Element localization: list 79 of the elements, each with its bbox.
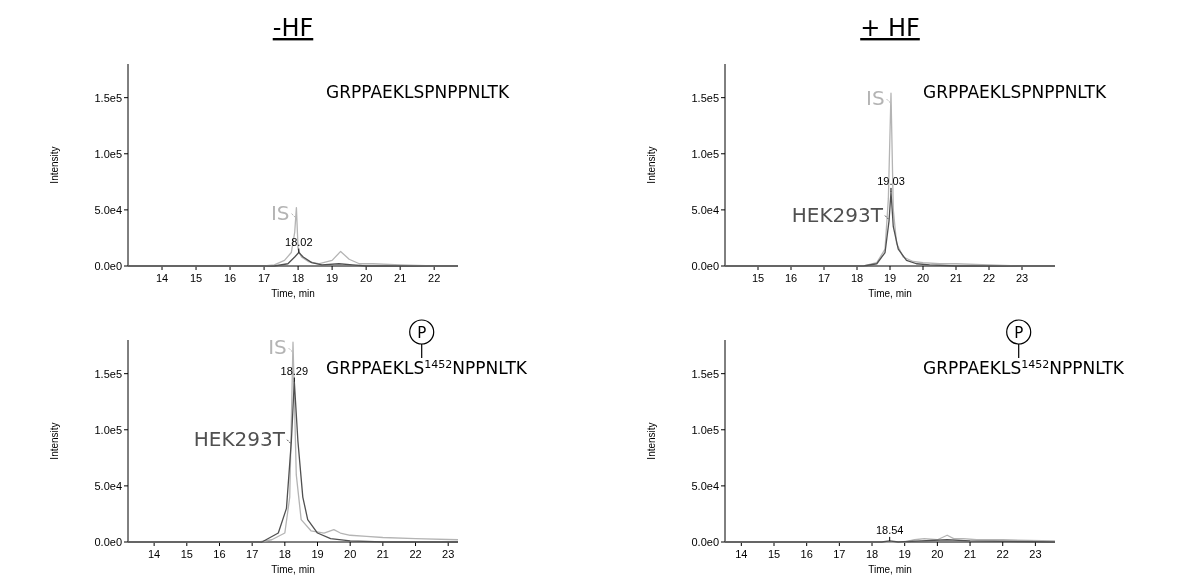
x-tick-label: 22 (996, 548, 1009, 560)
annotation: P (1014, 324, 1024, 342)
annotation: GRPPAEKLSPNPPNLTK (326, 82, 510, 102)
x-tick-label: 21 (394, 272, 407, 284)
legend-label: IS (270, 200, 290, 225)
y-axis-title: Intensity (49, 422, 60, 460)
y-tick-label: 5.0e4 (691, 479, 719, 492)
annotation: 18.29 (280, 364, 309, 377)
y-tick-label: 1.0e5 (691, 147, 719, 160)
y-tick-label: 0.0e0 (691, 536, 719, 548)
y-tick-label: 1.0e5 (94, 147, 122, 160)
annotation: P (417, 324, 427, 342)
annotation: 18.54 (875, 523, 904, 536)
y-tick-label: 1.5e5 (94, 91, 122, 104)
annotation: 18.02 (285, 235, 313, 248)
x-tick-label: 19 (326, 272, 339, 284)
x-tick-label: 19 (883, 272, 897, 284)
y-axis-title: Intensity (646, 422, 657, 460)
legend-label: HEK293T (791, 202, 884, 227)
x-tick-label: 17 (817, 272, 831, 284)
y-tick-label: 0.0e0 (94, 536, 122, 548)
x-tick-label: 23 (442, 548, 455, 560)
chart-title: + HF (860, 14, 920, 42)
x-tick-label: 18 (291, 272, 305, 284)
x-tick-label: 20 (931, 548, 944, 560)
legend-label: HEK293T (193, 426, 286, 451)
x-tick-label: 18 (278, 548, 291, 560)
x-tick-label: 20 (344, 548, 357, 560)
chart-title: -HF (272, 14, 314, 42)
y-tick-label: 5.0e4 (691, 203, 719, 216)
y-tick-label: 1.5e5 (691, 367, 719, 380)
legend-label: IS (268, 335, 287, 360)
y-tick-label: 5.0e4 (94, 203, 122, 216)
x-tick-label: 14 (148, 548, 161, 560)
x-tick-label: 21 (949, 272, 963, 284)
x-tick-label: 15 (180, 548, 193, 560)
x-axis-title: Time, min (868, 288, 912, 299)
x-tick-label: 21 (376, 548, 389, 560)
x-tick-label: 18 (850, 272, 864, 284)
y-axis-title: Intensity (49, 146, 60, 184)
x-tick-label: 16 (213, 548, 226, 560)
x-tick-label: 17 (833, 548, 846, 560)
annotation: GRPPAEKLSPNPPNLTK (923, 82, 1107, 102)
y-tick-label: 1.0e5 (94, 423, 122, 436)
x-tick-label: 22 (982, 272, 996, 284)
x-tick-label: 21 (963, 548, 977, 560)
legend-label: IS (866, 86, 885, 111)
y-tick-label: 1.5e5 (691, 91, 719, 104)
x-tick-label: 19 (898, 548, 911, 560)
x-tick-label: 16 (800, 548, 813, 560)
x-axis-title: Time, min (271, 564, 315, 575)
x-tick-label: 14 (155, 272, 169, 284)
annotation: GRPPAEKLS$^{1452}$NPPNLTK (326, 357, 528, 378)
x-tick-label: 16 (784, 272, 798, 284)
y-tick-label: 0.0e0 (94, 260, 122, 272)
y-axis-title: Intensity (646, 146, 657, 184)
annotation: 19.03 (877, 174, 905, 187)
x-tick-label: 20 (916, 272, 930, 284)
x-tick-label: 17 (246, 548, 259, 560)
x-axis-title: Time, min (868, 564, 912, 575)
x-tick-label: 14 (735, 548, 748, 560)
x-tick-label: 19 (311, 548, 324, 560)
x-tick-label: 23 (1015, 272, 1029, 284)
x-tick-label: 22 (409, 548, 422, 560)
x-tick-label: 15 (189, 272, 203, 284)
x-tick-label: 20 (360, 272, 373, 284)
x-tick-label: 18 (865, 548, 879, 560)
x-tick-label: 16 (223, 272, 237, 284)
x-tick-label: 22 (428, 272, 441, 284)
y-tick-label: 5.0e4 (94, 479, 122, 492)
x-tick-label: 23 (1029, 548, 1042, 560)
x-tick-label: 17 (257, 272, 271, 284)
x-tick-label: 15 (751, 272, 765, 284)
x-axis-title: Time, min (271, 288, 315, 299)
x-tick-label: 15 (767, 548, 781, 560)
y-tick-label: 0.0e0 (691, 260, 719, 272)
annotation: GRPPAEKLS$^{1452}$NPPNLTK (923, 357, 1125, 378)
y-tick-label: 1.0e5 (691, 423, 719, 436)
y-tick-label: 1.5e5 (94, 367, 122, 380)
